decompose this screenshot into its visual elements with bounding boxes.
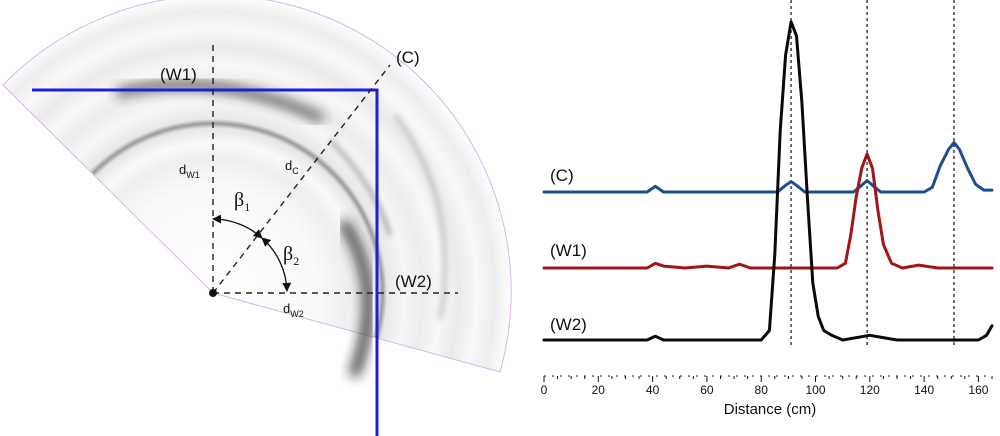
- reflection-arc-c: [328, 138, 392, 236]
- label-beta2: β2: [283, 243, 299, 268]
- series-labels: (C) (W1) (W2): [550, 166, 587, 334]
- x-tick-label-140: 140: [914, 383, 934, 397]
- angle-arc-beta2: [261, 237, 292, 292]
- x-tick-label-20: 20: [592, 383, 606, 397]
- peak-marker-lines: [790, 0, 955, 346]
- x-tick-label-160: 160: [968, 383, 988, 397]
- x-tick-label-60: 60: [700, 383, 714, 397]
- label-c: (C): [396, 48, 420, 67]
- label-w2: (W2): [395, 272, 432, 291]
- label-d-c: dC: [285, 158, 299, 176]
- label-d-w2: dW2: [283, 301, 304, 319]
- series-label-0: (C): [550, 166, 574, 185]
- x-tick-label-0: 0: [541, 383, 548, 397]
- x-axis-label: Distance (cm): [724, 401, 817, 418]
- series-label-2: (W2): [550, 315, 587, 334]
- x-tick-label-40: 40: [646, 383, 660, 397]
- profile-series: [542, 20, 994, 342]
- series-line-0: [542, 141, 994, 194]
- x-tick-label-100: 100: [805, 383, 825, 397]
- series-label-1: (W1): [550, 241, 587, 260]
- reflection-arc-outer: [393, 113, 447, 321]
- x-tick-label-80: 80: [755, 383, 769, 397]
- sensor-origin-dot: [209, 289, 217, 297]
- scan-sector: [2, 0, 512, 373]
- series-line-1: [542, 152, 994, 270]
- scan-diagram: (W1) (C) (W2) dW1 dC dW2 β1 β2: [2, 0, 512, 436]
- dashed-diagonal: [212, 64, 391, 294]
- distance-profile-chart: 0 20 40 60 80 100 120 140 160 (C) (W1) (W2) Distan…: [541, 0, 994, 418]
- wall-lines: [32, 88, 379, 436]
- angle-arc-beta1: [212, 214, 263, 239]
- x-axis: 0 20 40 60 80 100 120 140 160: [541, 375, 993, 397]
- series-line-2: [542, 20, 994, 342]
- label-beta1: β1: [234, 189, 250, 214]
- label-d-w1: dW1: [179, 162, 200, 180]
- x-tick-label-120: 120: [860, 383, 880, 397]
- reflection-arc-w1: [116, 81, 324, 122]
- label-w1: (W1): [160, 65, 197, 84]
- reflection-arc-w2: [340, 220, 373, 377]
